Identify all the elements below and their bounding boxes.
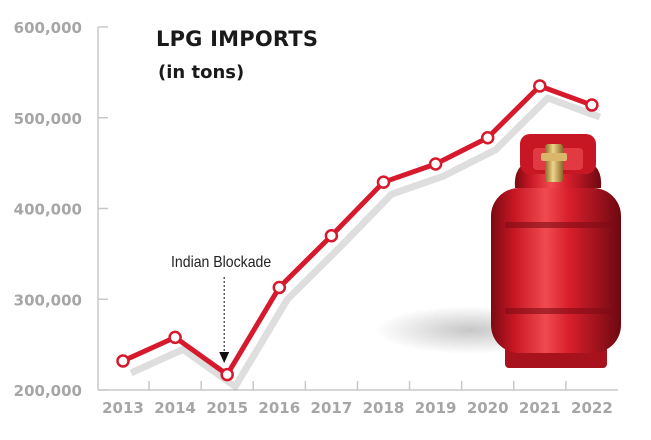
x-tick-label: 2022 — [571, 399, 613, 417]
series-line — [120, 83, 595, 378]
data-point-2014 — [168, 330, 182, 345]
x-tick-label: 2019 — [415, 399, 457, 417]
data-point-2016 — [272, 280, 287, 295]
blockade-annotation-label: Indian Blockade — [171, 254, 272, 271]
y-tick-label: 400,000 — [14, 201, 82, 219]
x-tick-label: 2017 — [311, 399, 353, 417]
chart-title: LPG IMPORTS — [156, 27, 319, 51]
x-tick-label: 2015 — [206, 399, 248, 417]
data-point-2022 — [585, 98, 599, 112]
x-tick-label: 2018 — [363, 399, 405, 417]
y-tick-label: 200,000 — [14, 382, 82, 400]
data-point-2017 — [324, 228, 339, 243]
data-point-2013 — [116, 354, 130, 368]
x-axis-ticks: 2013 2014 2015 2016 2017 2018 2019 2020 2021 2022 — [102, 381, 613, 417]
data-point-2019 — [428, 157, 443, 171]
y-tick-label: 300,000 — [14, 291, 82, 309]
data-point-2021 — [533, 79, 547, 93]
data-point-2015 — [220, 367, 234, 382]
series-lpg-imports — [116, 79, 602, 391]
x-tick-label: 2020 — [467, 399, 509, 417]
data-point-2018 — [376, 175, 391, 189]
gas-cylinder-illustration — [375, 134, 621, 368]
annotation-arrow-head — [219, 352, 230, 363]
chart-subtitle: (in tons) — [158, 62, 245, 83]
x-tick-label: 2014 — [154, 399, 196, 417]
x-tick-label: 2013 — [102, 399, 144, 417]
y-axis-ticks: 200,000 300,000 400,000 500,000 600,000 — [14, 19, 108, 400]
x-tick-label: 2021 — [519, 399, 561, 417]
series-line-shadow — [129, 94, 602, 391]
data-point-2020 — [480, 130, 495, 145]
y-tick-label: 500,000 — [14, 110, 82, 128]
x-tick-label: 2016 — [258, 399, 300, 417]
y-tick-label: 600,000 — [14, 19, 82, 37]
blockade-annotation-arrow — [219, 277, 230, 363]
